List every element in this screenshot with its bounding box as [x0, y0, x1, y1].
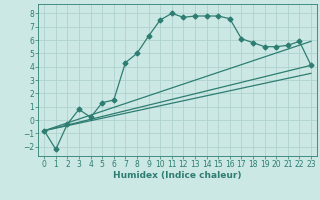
X-axis label: Humidex (Indice chaleur): Humidex (Indice chaleur): [113, 171, 242, 180]
